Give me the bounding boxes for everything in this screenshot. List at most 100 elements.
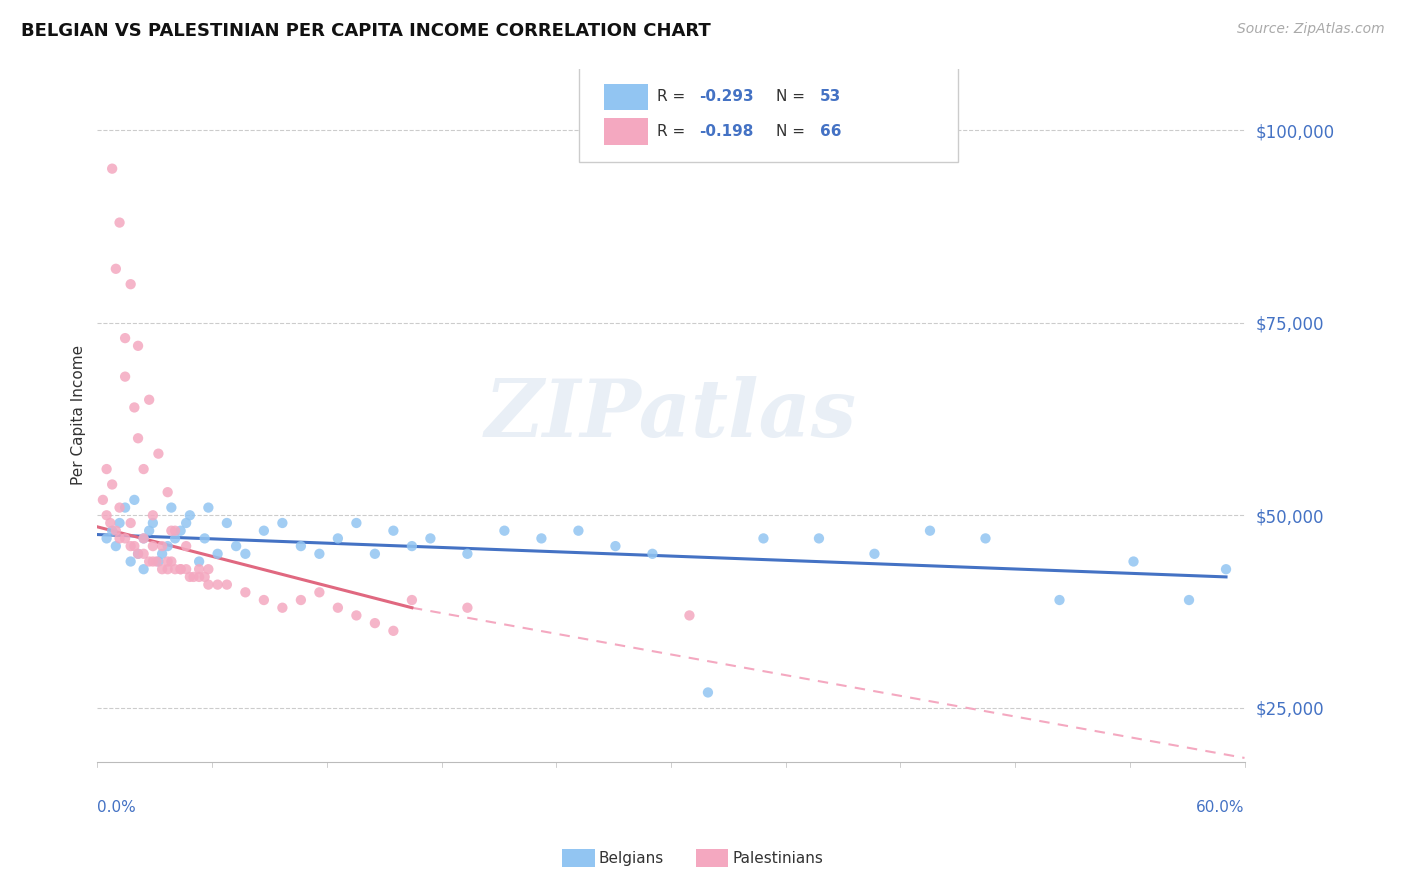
Text: N =: N =	[776, 124, 810, 139]
FancyBboxPatch shape	[605, 119, 648, 145]
Point	[156, 485, 179, 500]
Point	[104, 261, 127, 276]
Point	[567, 524, 589, 538]
Point	[120, 539, 142, 553]
Point	[138, 554, 160, 568]
Point	[215, 516, 238, 530]
Point	[188, 554, 211, 568]
Point	[382, 624, 405, 638]
Point	[364, 547, 387, 561]
Point	[124, 401, 146, 415]
Point	[160, 524, 183, 538]
Point	[101, 161, 124, 176]
Point	[271, 600, 294, 615]
Point	[114, 532, 136, 546]
Point	[271, 516, 294, 530]
Point	[326, 532, 349, 546]
Point	[124, 492, 146, 507]
Point	[108, 500, 131, 515]
Point	[194, 570, 217, 584]
Text: 53: 53	[820, 89, 841, 104]
Point	[183, 570, 205, 584]
Point	[148, 554, 170, 568]
Point	[150, 539, 173, 553]
Point	[174, 516, 197, 530]
Point	[382, 524, 405, 538]
Point	[174, 562, 197, 576]
Point	[108, 516, 131, 530]
FancyBboxPatch shape	[579, 65, 957, 162]
Point	[138, 524, 160, 538]
Point	[101, 477, 124, 491]
Point	[96, 462, 118, 476]
Point	[169, 562, 191, 576]
Point	[120, 554, 142, 568]
Point	[104, 524, 127, 538]
Point	[142, 539, 165, 553]
Point	[114, 369, 136, 384]
Point	[697, 685, 720, 699]
Point	[308, 585, 330, 599]
Point	[1049, 593, 1071, 607]
Text: BELGIAN VS PALESTINIAN PER CAPITA INCOME CORRELATION CHART: BELGIAN VS PALESTINIAN PER CAPITA INCOME…	[21, 22, 711, 40]
Point	[127, 339, 149, 353]
Point	[308, 547, 330, 561]
Point	[114, 331, 136, 345]
Point	[132, 562, 155, 576]
Point	[1215, 562, 1237, 576]
Text: ZIPatlas: ZIPatlas	[485, 376, 858, 454]
Point	[132, 532, 155, 546]
Point	[807, 532, 830, 546]
Point	[530, 532, 553, 546]
Point	[169, 524, 191, 538]
Point	[1178, 593, 1201, 607]
Text: 60.0%: 60.0%	[1197, 800, 1244, 815]
Point	[138, 392, 160, 407]
Point	[401, 539, 423, 553]
Point	[124, 539, 146, 553]
Point	[142, 508, 165, 523]
Text: Source: ZipAtlas.com: Source: ZipAtlas.com	[1237, 22, 1385, 37]
Point	[160, 500, 183, 515]
Point	[127, 547, 149, 561]
Point	[142, 554, 165, 568]
Point	[156, 562, 179, 576]
Point	[364, 616, 387, 631]
Point	[235, 585, 257, 599]
Point	[188, 562, 211, 576]
Point	[127, 431, 149, 445]
Point	[114, 500, 136, 515]
Point	[174, 539, 197, 553]
Point	[918, 524, 941, 538]
Point	[752, 532, 775, 546]
Point	[194, 532, 217, 546]
FancyBboxPatch shape	[605, 84, 648, 110]
Point	[150, 547, 173, 561]
Text: 66: 66	[820, 124, 842, 139]
Point	[156, 554, 179, 568]
Point	[165, 562, 187, 576]
Point	[197, 500, 219, 515]
Point	[127, 547, 149, 561]
Point	[235, 547, 257, 561]
Point	[678, 608, 700, 623]
Point	[188, 570, 211, 584]
Point	[253, 593, 276, 607]
Point	[108, 532, 131, 546]
Point	[142, 516, 165, 530]
Text: N =: N =	[776, 89, 810, 104]
Text: 0.0%: 0.0%	[97, 800, 136, 815]
Point	[104, 539, 127, 553]
Point	[326, 600, 349, 615]
Text: Belgians: Belgians	[599, 851, 664, 865]
Point	[641, 547, 664, 561]
Text: -0.198: -0.198	[700, 124, 754, 139]
Point	[290, 539, 312, 553]
Point	[401, 593, 423, 607]
Point	[148, 447, 170, 461]
Point	[145, 554, 167, 568]
Point	[169, 562, 191, 576]
Text: Palestinians: Palestinians	[733, 851, 824, 865]
Point	[207, 577, 229, 591]
Point	[101, 524, 124, 538]
